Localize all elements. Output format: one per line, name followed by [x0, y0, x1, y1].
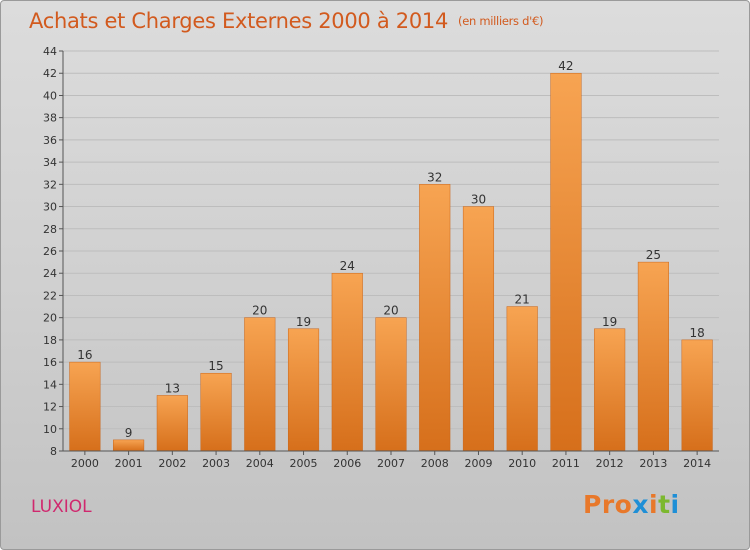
bars: 16 9 13 15 20 19 24 20 32 30 21 42 19 25 18: [69, 59, 713, 452]
x-axis: 2000 2001 2002 2003 2004 2005 2006 2007 2008 2009…: [63, 450, 719, 470]
y-tick-label: 42: [43, 67, 57, 80]
logo-letter: P: [583, 490, 602, 519]
bar: [113, 439, 145, 452]
y-tick-label: 26: [43, 245, 57, 258]
bar-value-label: 16: [77, 348, 92, 362]
x-tick-label: 2013: [639, 457, 667, 470]
bar: [681, 339, 713, 452]
logo-letter: r: [601, 490, 615, 519]
y-tick-label: 22: [43, 289, 57, 302]
bar: [244, 317, 276, 452]
bar: [375, 317, 407, 452]
x-tick-label: 2002: [158, 457, 186, 470]
bar: [331, 272, 363, 452]
bar: [637, 261, 669, 452]
bar-value-label: 32: [427, 170, 442, 184]
y-tick-label: 14: [43, 378, 57, 391]
logo-letter: o: [614, 490, 633, 519]
x-tick-label: 2011: [552, 457, 580, 470]
y-tick-label: 18: [43, 334, 57, 347]
y-tick-label: 10: [43, 423, 57, 436]
bar-value-label: 30: [471, 193, 486, 207]
y-tick-label: 30: [43, 201, 57, 214]
bar-value-label: 20: [383, 304, 398, 318]
logo-letter: t: [658, 490, 671, 519]
bar-value-label: 9: [125, 426, 133, 440]
chart-title-text: Achats et Charges Externes 2000 à 2014: [29, 9, 449, 33]
chart-title: Achats et Charges Externes 2000 à 2014 (e…: [29, 9, 543, 33]
bar-value-label: 25: [646, 248, 661, 262]
y-tick-label: 34: [43, 156, 57, 169]
bar-value-label: 18: [689, 326, 704, 340]
bar: [462, 206, 495, 452]
logo-letter: x: [632, 490, 649, 519]
x-tick-label: 2008: [421, 457, 449, 470]
y-tick-label: 36: [43, 134, 57, 147]
x-tick-label: 2009: [464, 457, 492, 470]
bar: [419, 184, 451, 452]
x-tick-label: 2000: [71, 457, 99, 470]
x-tick-label: 2007: [377, 457, 405, 470]
y-tick-label: 20: [43, 312, 57, 325]
y-axis: 8 10 12 14 16 18 20 22 24 26 28 30 32 34 36 38 40 42 44: [43, 45, 64, 458]
y-tick-label: 12: [43, 401, 57, 414]
bar-value-label: 15: [208, 359, 223, 373]
y-tick-label: 16: [43, 356, 57, 369]
bar-value-label: 24: [340, 259, 355, 273]
x-tick-label: 2004: [246, 457, 274, 470]
logo-letter: i: [649, 490, 659, 519]
x-tick-label: 2006: [333, 457, 361, 470]
logo-letter: i: [670, 490, 680, 519]
bar: [287, 328, 320, 452]
x-tick-label: 2005: [290, 457, 318, 470]
y-tick-label: 24: [43, 267, 57, 280]
commune-name: LUXIOL: [31, 497, 92, 517]
y-tick-label: 28: [43, 223, 57, 236]
bar: [594, 328, 626, 452]
x-tick-label: 2010: [508, 457, 536, 470]
y-tick-label: 8: [50, 445, 57, 458]
bar: [200, 372, 232, 452]
y-tick-label: 38: [43, 112, 57, 125]
bar-value-label: 19: [296, 315, 311, 329]
bar: [69, 361, 101, 452]
y-tick-label: 32: [43, 178, 57, 191]
proxiti-logo: Proxiti: [583, 490, 680, 519]
bar: [550, 72, 582, 452]
x-tick-label: 2003: [202, 457, 230, 470]
bar: [506, 306, 538, 452]
bar-value-label: 21: [515, 293, 530, 307]
bar-value-label: 42: [558, 59, 573, 73]
y-tick-label: 40: [43, 89, 57, 102]
bar-value-label: 13: [165, 381, 180, 395]
x-tick-label: 2012: [596, 457, 624, 470]
x-tick-label: 2001: [115, 457, 143, 470]
bar: [156, 395, 188, 452]
bar-value-label: 20: [252, 304, 267, 318]
chart-unit: (en milliers d'€): [458, 14, 544, 28]
y-tick-label: 44: [43, 45, 57, 58]
x-tick-label: 2014: [683, 457, 711, 470]
bar-value-label: 19: [602, 315, 617, 329]
